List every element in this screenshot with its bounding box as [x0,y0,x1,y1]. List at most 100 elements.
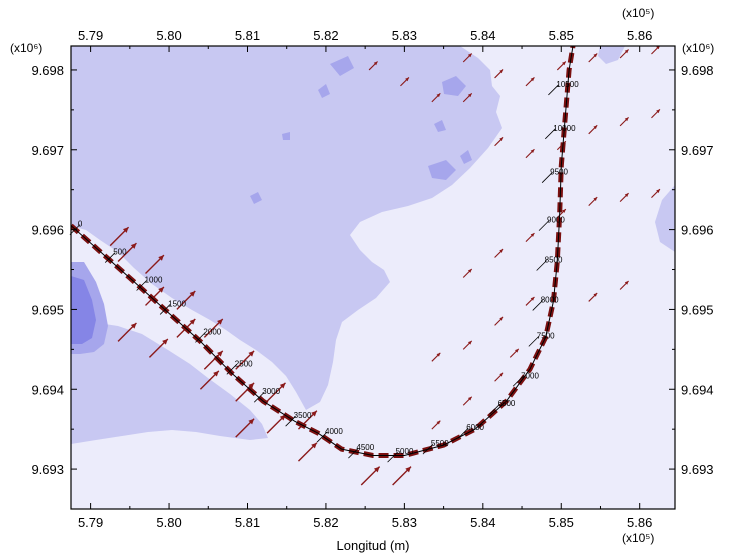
track-distance-label: 4500 [356,443,374,452]
track-distance-label: 8000 [541,295,559,304]
x-multiplier-top: (x10⁵) [622,6,654,20]
wind-arrow [400,77,410,87]
wind-arrow [368,61,378,71]
track-marker [489,403,500,415]
x-tick-label-top: 5.86 [627,28,652,43]
wind-arrow [619,280,629,290]
y-tick-label-right: 9.695 [681,302,714,317]
wind-arrow [588,124,598,135]
wind-vector-field [109,46,661,486]
wind-arrow [494,136,504,147]
wind-arrow [556,208,567,219]
y-tick-label-left: 9.694 [31,382,64,397]
track-marker [226,364,238,375]
y-tick-label-left: 9.696 [31,223,64,238]
wind-arrow [235,418,255,438]
wind-arrow [619,49,629,59]
wind-arrow [462,396,473,406]
track-distance-label: 3000 [262,387,280,396]
wind-arrow [588,53,598,63]
track-distance-label: 3500 [294,411,312,420]
y-tick-label-right: 9.694 [681,382,714,397]
track-marker [159,304,171,315]
axis-ticks: 5.79 5.79 5.80 5.80 5.81 5.81 5.82 5.82 5.83 5.83… [31,28,713,530]
wind-arrow [462,53,473,63]
contour-patch-7 [282,132,290,140]
track-marker [348,447,359,459]
track-marker [316,431,328,443]
track-distance-label: 9500 [550,168,568,177]
wind-arrow [556,61,567,71]
x-tick-label-bottom: 5.79 [78,515,103,530]
track-marker [136,280,147,291]
track-distance-label: 8500 [545,256,563,265]
track-marker [457,427,469,439]
y-multiplier-left: (x10⁶) [10,41,42,55]
contour-field [71,46,675,509]
track-marker [548,84,559,96]
contour-patch-8 [250,192,262,204]
track-distance-label: 7000 [521,371,539,380]
x-tick-label-top: 5.79 [78,28,103,43]
contour-patch-2 [442,76,466,96]
x-multiplier-bottom: (x10⁵) [622,531,654,545]
track-marker [528,336,540,347]
x-tick-label-top: 5.80 [156,28,181,43]
x-tick-label-top: 5.82 [313,28,338,43]
y-tick-label-right: 9.693 [681,462,714,477]
y-tick-label-right: 9.697 [681,143,714,158]
track-marker [285,415,296,427]
wind-arrow [203,318,224,338]
contour-patch-4 [318,84,330,98]
wind-arrow [235,382,255,402]
contour-region-medium-sw [71,318,268,444]
wind-arrow [148,338,169,358]
track-marker [541,172,553,183]
wind-arrow [431,420,441,430]
wind-arrow [117,322,137,342]
x-tick-label-top: 5.83 [392,28,417,43]
wind-arrow [235,350,255,370]
track-marker [195,332,206,343]
contour-patch-3 [428,160,456,180]
y-tick-label-left: 9.695 [31,302,64,317]
wind-arrow [651,108,661,119]
y-tick-label-left: 9.693 [31,462,64,477]
track-marker [104,252,116,263]
wind-arrow [199,370,220,390]
track-marker [536,260,547,271]
wind-arrow [462,93,473,103]
track-distance-label: 1500 [168,299,186,308]
track-distance-label: 5000 [396,447,414,456]
wind-arrow [494,248,504,258]
wind-arrow [525,148,535,159]
wind-arrow [203,350,224,370]
y-tick-label-left: 9.698 [31,63,64,78]
plot-frame [70,45,676,510]
wind-arrow [462,340,473,350]
wind-arrow [360,466,381,486]
y-tick-label-right: 9.696 [681,223,714,238]
wind-arrow [494,372,504,382]
wind-arrow [525,296,535,306]
track-marker [422,443,434,455]
x-tick-label-top: 5.81 [235,28,260,43]
wind-arrow [145,254,165,275]
wind-arrow [431,93,441,103]
wind-arrow [525,77,535,87]
x-tick-label-bottom: 5.81 [235,515,260,530]
wind-arrow [176,290,196,310]
contour-patch-1 [330,56,354,76]
track-distance-label: 10500 [556,80,579,89]
contour-patch-5 [434,120,446,132]
wind-arrow [392,466,412,486]
contour-region-medium-se [655,185,675,252]
track-distance-label: 0 [78,220,83,229]
wind-arrow [145,286,165,306]
track-distance-label: 9000 [547,216,565,225]
track-distance-label: 1000 [145,275,163,284]
y-tick-label-left: 9.697 [31,143,64,158]
wind-arrow [109,226,130,247]
track-marker [387,451,398,463]
